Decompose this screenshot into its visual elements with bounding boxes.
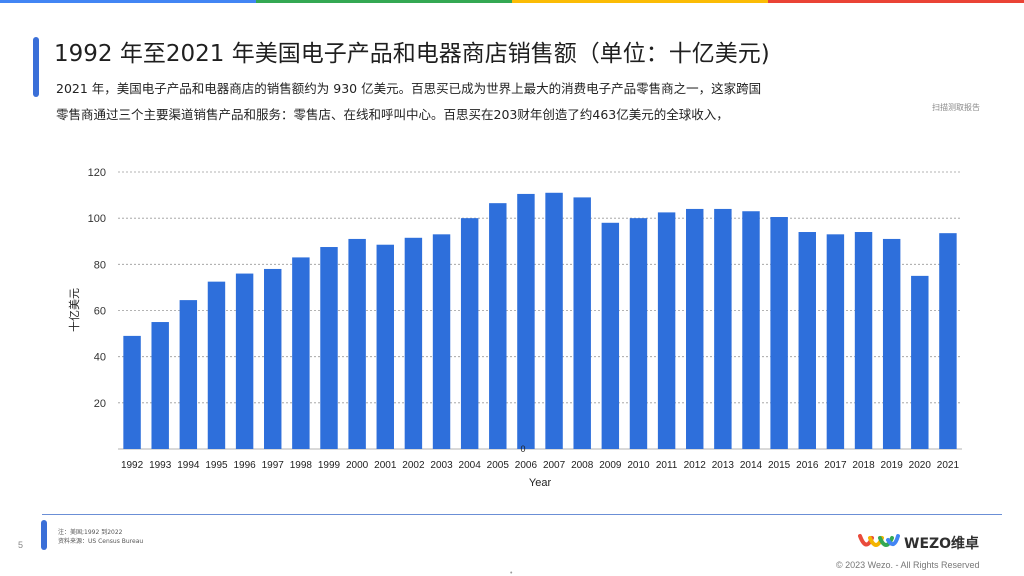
x-tick-label-2004: 2004 [459, 460, 482, 471]
bar-2002 [404, 237, 423, 449]
x-tick-label-2013: 2013 [712, 460, 735, 471]
bar-2020 [911, 275, 929, 449]
x-tick-label-2011: 2011 [656, 460, 678, 471]
bar-2009 [601, 222, 620, 449]
x-tick-label-2001: 2001 [374, 460, 397, 471]
x-tick-label-1997: 1997 [262, 460, 285, 471]
footnote-scope: 注：美国;1992 到2022 [58, 529, 123, 536]
subtitle-line-2: 零售商通过三个主要渠道销售产品和服务：零售店、在线和呼叫中心。百思买在203财年… [56, 107, 729, 122]
bar-2018 [854, 232, 873, 449]
x-tick-label-2016: 2016 [796, 460, 819, 471]
x-tick-label-2007: 2007 [543, 460, 566, 471]
bar-2007 [545, 192, 563, 449]
x-tick-label-2010: 2010 [627, 460, 650, 471]
bar-2014 [742, 211, 760, 449]
top-color-bar [0, 0, 1024, 3]
y-tick-label-100: 100 [88, 213, 106, 225]
bar-2017 [826, 234, 845, 449]
x-tick-label-2017: 2017 [824, 460, 847, 471]
x-tick-label-1995: 1995 [205, 460, 228, 471]
bar-1999 [320, 247, 338, 449]
bar-2005 [489, 203, 507, 449]
wezo-logo-mark-icon [858, 534, 900, 547]
bar-1997 [264, 268, 282, 449]
y-axis-title: 十亿美元 [67, 288, 81, 332]
bar-2012 [686, 208, 704, 449]
x-tick-label-1998: 1998 [290, 460, 313, 471]
slide-title: 1992 年至2021 年美国电子产品和电器商店销售额（单位：十亿美元) [54, 41, 770, 67]
bar-2001 [376, 244, 394, 449]
x-tick-label-2014: 2014 [740, 460, 763, 471]
x-tick-label-1994: 1994 [177, 460, 200, 471]
x-tick-label-1999: 1999 [318, 460, 341, 471]
bar-2016 [798, 232, 816, 449]
wezo-logo: WEZO维卓 [858, 530, 1008, 556]
x-tick-label-1996: 1996 [233, 460, 256, 471]
bar-1993 [151, 322, 169, 449]
bar-2019 [882, 238, 901, 449]
x-tick-label-2006: 2006 [515, 460, 538, 471]
x-axis-title: Year [529, 477, 552, 489]
title-accent-bar [33, 37, 39, 97]
y-tick-label-20: 20 [94, 398, 106, 410]
bar-2004 [460, 218, 479, 449]
bar-2015 [770, 217, 788, 449]
x-tick-label-2008: 2008 [571, 460, 594, 471]
bar-2003 [432, 234, 451, 449]
corner-note: 扫描测取报告 [932, 103, 980, 112]
bar-1992 [123, 335, 141, 449]
subtitle-line-1: 2021 年，美国电子产品和电器商店的销售额约为 930 亿美元。百思买已成为世… [56, 81, 762, 96]
y-tick-label-120: 120 [88, 167, 106, 179]
top-bar-segment-blue [0, 0, 256, 3]
top-bar-segment-green [256, 0, 512, 3]
x-tick-label-2003: 2003 [430, 460, 453, 471]
x-tick-label-2020: 2020 [909, 460, 932, 471]
page-number: 5 [18, 540, 24, 550]
top-bar-segment-red [768, 0, 1024, 3]
bar-1998 [292, 257, 310, 449]
bar-1996 [235, 273, 254, 449]
y-tick-label-80: 80 [94, 259, 106, 271]
x-tick-label-2021: 2021 [937, 460, 960, 471]
footer-accent-bar [41, 520, 47, 550]
bar-2008 [573, 197, 591, 449]
footer-divider [42, 514, 1002, 515]
x-tick-label-1992: 1992 [121, 460, 144, 471]
zero-label: 0 [520, 444, 525, 454]
bar-2000 [348, 238, 366, 449]
footnote-source: 资料来源：US Census Bureau [58, 538, 144, 545]
x-tick-label-1993: 1993 [149, 460, 172, 471]
logo-text: WEZO维卓 [904, 536, 980, 552]
bar-2011 [657, 212, 676, 449]
x-tick-label-2002: 2002 [402, 460, 425, 471]
x-tick-label-2005: 2005 [487, 460, 510, 471]
bar-1995 [207, 281, 226, 449]
bar-2010 [629, 218, 648, 449]
y-tick-label-60: 60 [94, 306, 106, 318]
x-tick-label-2009: 2009 [599, 460, 622, 471]
x-tick-label-2018: 2018 [852, 460, 875, 471]
top-bar-segment-yellow [512, 0, 768, 3]
bar-2013 [714, 208, 732, 449]
x-tick-label-2000: 2000 [346, 460, 369, 471]
bar-2021 [939, 233, 957, 449]
y-tick-label-40: 40 [94, 352, 106, 364]
bottom-dot: • [510, 570, 513, 576]
bar-1994 [179, 300, 198, 449]
x-tick-label-2012: 2012 [684, 460, 707, 471]
x-tick-label-2019: 2019 [881, 460, 904, 471]
x-tick-label-2015: 2015 [768, 460, 791, 471]
copyright-text: © 2023 Wezo. - All Rights Reserved [836, 560, 980, 570]
bar-2006 [517, 193, 535, 449]
